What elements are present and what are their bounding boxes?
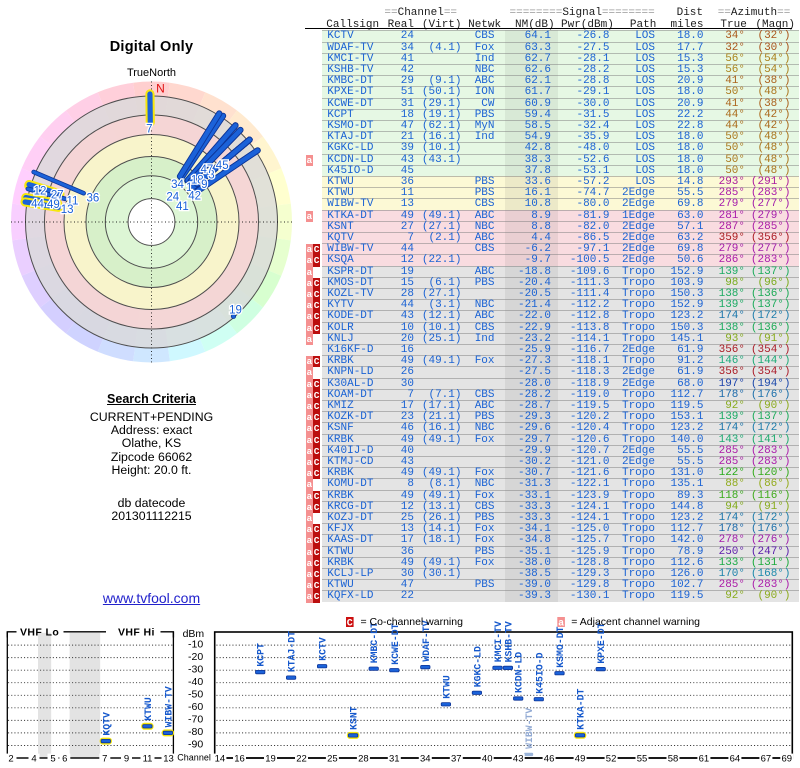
svg-text:WDAF-TV: WDAF-TV: [421, 620, 432, 661]
svg-text:64: 64: [730, 754, 741, 765]
svg-text:KCPT: KCPT: [256, 643, 267, 667]
svg-text:40: 40: [482, 754, 493, 765]
svg-text:5: 5: [50, 754, 55, 765]
svg-text:-80: -80: [188, 726, 203, 738]
svg-text:34: 34: [171, 179, 184, 191]
svg-text:22: 22: [296, 754, 307, 765]
svg-text:KTWU: KTWU: [441, 675, 452, 699]
svg-text:1: 1: [186, 182, 192, 194]
svg-text:-50: -50: [188, 689, 203, 701]
svg-text:VHF Lo: VHF Lo: [20, 626, 59, 638]
svg-text:7: 7: [102, 754, 107, 765]
svg-text:18: 18: [191, 174, 204, 186]
svg-text:58: 58: [668, 754, 679, 765]
svg-text:69: 69: [782, 754, 793, 765]
svg-text:27: 27: [51, 189, 64, 201]
svg-text:-30: -30: [188, 663, 203, 675]
svg-text:24: 24: [166, 191, 179, 203]
svg-text:31: 31: [389, 754, 400, 765]
svg-text:11: 11: [67, 195, 79, 207]
svg-text:28: 28: [358, 754, 369, 765]
svg-text:49: 49: [47, 199, 60, 211]
svg-text:Channel: Channel: [177, 752, 211, 762]
svg-text:41: 41: [176, 201, 189, 213]
svg-text:9: 9: [201, 179, 207, 191]
svg-text:KMCI-TV: KMCI-TV: [493, 621, 504, 662]
svg-text:44: 44: [31, 198, 44, 210]
svg-text:49: 49: [575, 754, 586, 765]
svg-text:13: 13: [163, 754, 174, 765]
svg-text:N: N: [156, 81, 165, 95]
svg-text:52: 52: [606, 754, 617, 765]
svg-text:-40: -40: [188, 676, 203, 688]
svg-text:36: 36: [87, 193, 100, 205]
svg-text:4: 4: [31, 754, 36, 765]
svg-text:= Adjacent channel warning: = Adjacent channel warning: [571, 616, 700, 628]
svg-text:KPXE-DT: KPXE-DT: [596, 622, 607, 663]
svg-text:55: 55: [637, 754, 648, 765]
svg-text:3: 3: [208, 170, 214, 182]
svg-text:46: 46: [544, 754, 555, 765]
svg-text:-90: -90: [188, 739, 203, 751]
svg-text:14: 14: [215, 754, 226, 765]
svg-text:-70: -70: [188, 714, 203, 726]
svg-text:9: 9: [124, 754, 129, 765]
svg-text:C: C: [347, 618, 353, 629]
svg-text:KMBC-DT: KMBC-DT: [369, 622, 380, 663]
svg-text:KTKA-DT: KTKA-DT: [576, 689, 587, 730]
svg-text:43: 43: [513, 754, 524, 765]
svg-text:KCWE-DT: KCWE-DT: [390, 623, 401, 664]
svg-text:6: 6: [62, 754, 67, 765]
svg-text:K45IO-D: K45IO-D: [534, 652, 545, 693]
svg-text:KQTV: KQTV: [101, 712, 112, 736]
svg-text:KGKC-LD: KGKC-LD: [472, 646, 483, 687]
svg-text:2: 2: [8, 754, 13, 765]
svg-text:34: 34: [420, 754, 431, 765]
svg-text:KCDN-LD: KCDN-LD: [514, 652, 525, 693]
svg-text:45: 45: [216, 160, 229, 172]
svg-text:WIBW-TV: WIBW-TV: [524, 708, 535, 749]
svg-text:16: 16: [234, 754, 245, 765]
svg-text:-20: -20: [188, 651, 203, 663]
svg-text:61: 61: [699, 754, 710, 765]
svg-text:19: 19: [265, 754, 276, 765]
svg-text:WIBW-TV: WIBW-TV: [163, 686, 174, 727]
svg-text:KTWU: KTWU: [143, 697, 154, 721]
svg-text:-10: -10: [188, 638, 203, 650]
svg-text:47: 47: [201, 164, 214, 176]
svg-text:12: 12: [34, 185, 47, 197]
svg-text:KTAJ-DT: KTAJ-DT: [287, 631, 298, 672]
svg-text:KSNT: KSNT: [349, 706, 360, 730]
svg-text:13: 13: [61, 204, 74, 216]
svg-text:67: 67: [761, 754, 772, 765]
svg-text:a: a: [558, 618, 564, 629]
svg-text:-60: -60: [188, 701, 203, 713]
svg-text:KSMO-DT: KSMO-DT: [555, 626, 566, 667]
svg-text:VHF Hi: VHF Hi: [118, 626, 155, 638]
svg-text:KCTV: KCTV: [318, 637, 329, 661]
svg-text:= Co-channel warning: = Co-channel warning: [361, 616, 464, 628]
svg-text:KSHB-TV: KSHB-TV: [503, 621, 514, 662]
svg-text:19: 19: [229, 305, 242, 317]
svg-text:7: 7: [146, 123, 152, 135]
svg-text:37: 37: [451, 754, 462, 765]
svg-text:dBm: dBm: [183, 628, 205, 640]
svg-text:25: 25: [327, 754, 338, 765]
svg-text:42: 42: [188, 191, 201, 203]
svg-text:11: 11: [143, 754, 153, 765]
